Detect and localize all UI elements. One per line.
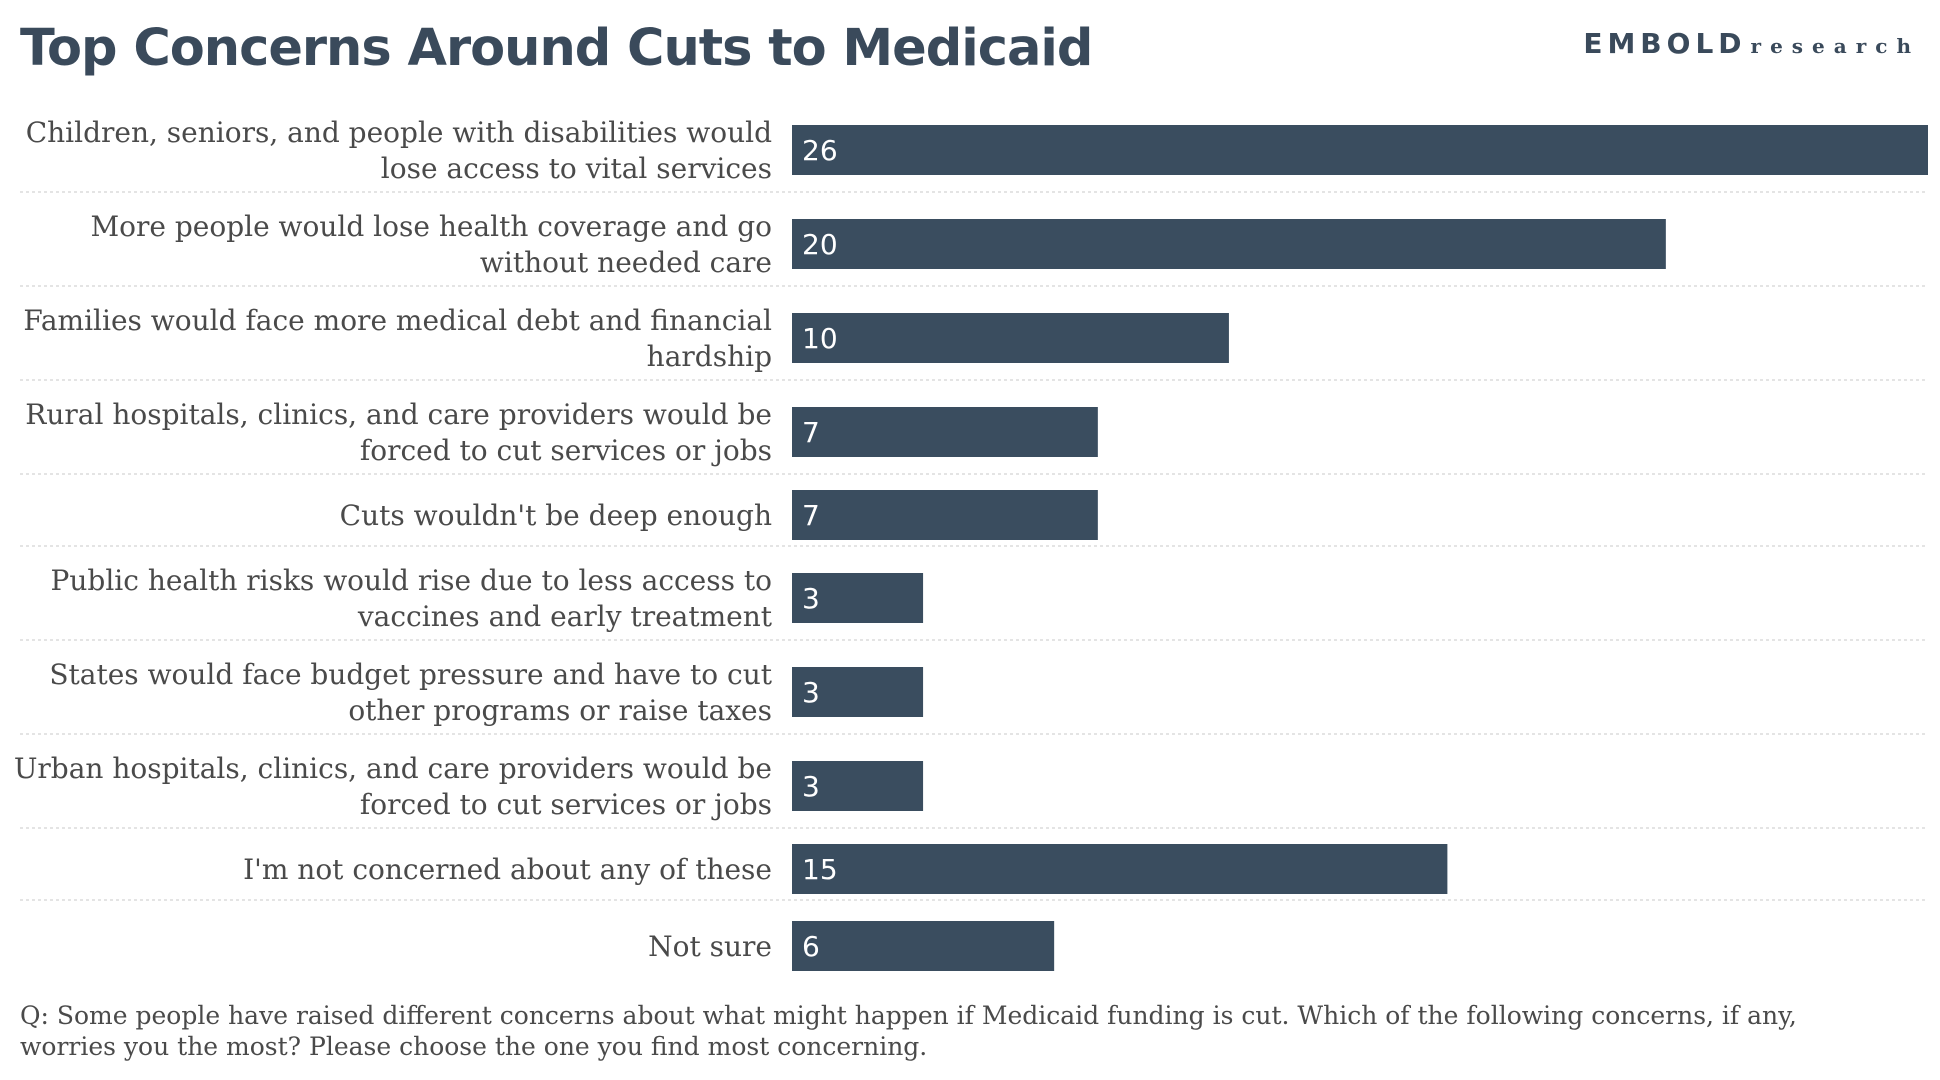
logo-wordmark: EMBOLD <box>1583 27 1747 60</box>
category-label-line: lose access to vital services <box>381 152 772 185</box>
category-label-line: forced to cut services or jobs <box>360 434 772 467</box>
bar-value-label: 7 <box>802 499 820 532</box>
bar <box>792 313 1229 363</box>
category-label-line: vaccines and early treatment <box>357 600 773 633</box>
category-label: Children, seniors, and people with disab… <box>26 116 772 185</box>
bar <box>792 921 1055 971</box>
bar <box>792 125 1928 175</box>
bar <box>792 573 924 623</box>
category-label-line: hardship <box>647 340 772 373</box>
bar <box>792 407 1098 457</box>
bar-value-label: 20 <box>802 228 838 261</box>
bar-value-label: 7 <box>802 416 820 449</box>
category-label: Public health risks would rise due to le… <box>51 564 773 633</box>
bar-value-label: 3 <box>802 676 820 709</box>
category-label-line: Public health risks would rise due to le… <box>51 564 772 597</box>
category-label-line: Cuts wouldn't be deep enough <box>340 499 772 532</box>
category-label-line: Rural hospitals, clinics, and care provi… <box>25 398 772 431</box>
bar-value-label: 3 <box>802 582 820 615</box>
category-label-line: without needed care <box>480 246 772 279</box>
category-label: States would face budget pressure and ha… <box>49 658 772 727</box>
bar-value-label: 15 <box>802 853 838 886</box>
bar <box>792 219 1666 269</box>
category-label-line: Not sure <box>648 930 772 963</box>
category-label-line: Families would face more medical debt an… <box>23 304 772 337</box>
survey-question-footnote: Q: Some people have raised different con… <box>20 1001 1797 1061</box>
bar-value-label: 6 <box>802 930 820 963</box>
logo-subword: research <box>1750 34 1920 58</box>
bar-value-label: 26 <box>802 134 838 167</box>
category-label: I'm not concerned about any of these <box>243 853 772 886</box>
category-label-line: Children, seniors, and people with disab… <box>26 116 772 149</box>
category-label: Families would face more medical debt an… <box>23 304 772 373</box>
chart-title: Top Concerns Around Cuts to Medicaid <box>20 19 1093 78</box>
category-label: Not sure <box>648 930 772 963</box>
bar-chart: 26 Children, seniors, and people with dis… <box>14 116 1928 971</box>
category-label: Rural hospitals, clinics, and care provi… <box>25 398 772 467</box>
category-label-line: States would face budget pressure and ha… <box>49 658 772 691</box>
category-label-line: Urban hospitals, clinics, and care provi… <box>14 752 772 785</box>
bar-value-label: 10 <box>802 322 838 355</box>
embold-research-logo: EMBOLD research <box>1583 26 1920 66</box>
bar <box>792 667 924 717</box>
bar <box>792 844 1448 894</box>
category-label-line: I'm not concerned about any of these <box>243 853 772 886</box>
category-label: Urban hospitals, clinics, and care provi… <box>14 752 772 821</box>
bar-value-label: 3 <box>802 770 820 803</box>
category-label-line: forced to cut services or jobs <box>360 788 772 821</box>
bar <box>792 761 924 811</box>
bar <box>792 490 1098 540</box>
category-label-line: other programs or raise taxes <box>348 694 772 727</box>
category-label: More people would lose health coverage a… <box>90 210 772 279</box>
category-label: Cuts wouldn't be deep enough <box>340 499 772 532</box>
category-label-line: More people would lose health coverage a… <box>90 210 772 243</box>
